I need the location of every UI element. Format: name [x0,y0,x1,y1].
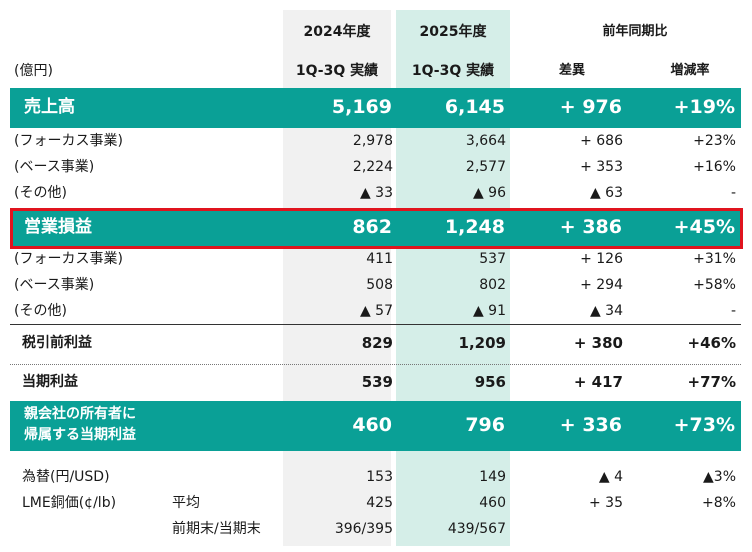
value-rate: +73% [673,414,735,436]
row-label: 営業損益 [24,217,92,237]
net-2024: 539 [361,373,393,391]
op-other-rate: - [730,303,736,319]
operating-profit-highlight-box [10,208,743,249]
lme-label: LME銅価(¢/lb) [22,495,117,511]
header-diff: 差異 [558,63,585,78]
op-base-label: (ベース事業) [14,277,95,293]
op-other-2025: ▲ 91 [472,303,506,319]
op-other-2024: ▲ 57 [359,303,393,319]
pretax-diff: + 380 [573,334,623,352]
op-focus-diff: + 126 [580,251,623,267]
sales-focus-2024: 2,978 [352,133,393,149]
op-other-label: (その他) [14,303,67,319]
lme-rate: +8% [702,495,736,511]
header-unit: (億円) [14,63,53,79]
sales-row: 売上高 5,169 6,145 + 976 +19% [10,88,741,128]
header-2025-year: 2025年度 [419,24,487,40]
fx-diff: ▲ 4 [598,469,623,485]
row-label: 売上高 [24,97,75,117]
sales-other-2024: ▲ 33 [359,185,393,201]
pretax-rate: +46% [687,334,736,352]
value-rate: +45% [673,216,735,238]
op-base-2024: 508 [366,277,393,293]
parent-net-income-row: 親会社の所有者に 帰属する当期利益 460 796 + 336 +73% [10,401,741,451]
value-diff: + 386 [559,216,622,238]
sales-base-2025: 2,577 [465,159,506,175]
value-2025: 1,248 [444,216,505,238]
header-2024-year: 2024年度 [303,24,371,40]
net-diff: + 417 [573,373,623,391]
fx-2025: 149 [479,469,506,485]
value-2024: 460 [352,414,392,436]
fx-label: 為替(円/USD) [22,469,110,485]
lme-end-2024: 396/395 [334,521,393,537]
operating-profit-row: 営業損益 862 1,248 + 386 +45% [10,210,741,246]
net-label: 当期利益 [22,374,78,390]
lme-sub-period-end: 前期末/当期末 [172,521,261,537]
header-rate: 増減率 [670,63,710,78]
net-2025: 956 [474,373,506,391]
header-2024-sub: 1Q-3Q 実績 [295,63,379,79]
lme-end-2025: 439/567 [447,521,506,537]
sales-focus-diff: + 686 [580,133,623,149]
op-focus-2025: 537 [479,251,506,267]
op-focus-rate: +31% [693,251,736,267]
divider [10,324,741,325]
sales-focus-label: (フォーカス事業) [14,133,123,149]
sales-base-rate: +16% [693,159,736,175]
lme-sub-average: 平均 [172,495,200,511]
pretax-label: 税引前利益 [22,335,92,351]
pretax-2024: 829 [361,334,393,352]
lme-2025: 460 [479,495,506,511]
lme-2024: 425 [366,495,393,511]
op-focus-2024: 411 [366,251,393,267]
pretax-2025: 1,209 [458,334,506,352]
op-base-diff: + 294 [580,277,623,293]
value-diff: + 336 [559,414,622,436]
sales-other-2025: ▲ 96 [472,185,506,201]
sales-other-diff: ▲ 63 [589,185,623,201]
value-2025: 6,145 [444,96,505,118]
value-diff: + 976 [559,96,622,118]
header-2025-sub: 1Q-3Q 実績 [411,63,495,79]
value-2024: 862 [352,216,392,238]
value-2025: 796 [465,414,505,436]
row-label-line2: 帰属する当期利益 [24,427,136,443]
sales-base-diff: + 353 [580,159,623,175]
sales-base-label: (ベース事業) [14,159,95,175]
sales-other-label: (その他) [14,185,67,201]
op-base-2025: 802 [479,277,506,293]
net-rate: +77% [687,373,736,391]
divider [10,364,741,365]
sales-focus-rate: +23% [693,133,736,149]
header-yoy-title: 前年同期比 [602,24,668,39]
op-focus-label: (フォーカス事業) [14,251,123,267]
fx-2024: 153 [366,469,393,485]
value-2024: 5,169 [331,96,392,118]
fx-rate: ▲3% [703,469,736,485]
sales-other-rate: - [730,185,736,201]
sales-base-2024: 2,224 [352,159,393,175]
op-base-rate: +58% [693,277,736,293]
op-other-diff: ▲ 34 [589,303,623,319]
lme-diff: + 35 [589,495,623,511]
sales-focus-2025: 3,664 [465,133,506,149]
value-rate: +19% [673,96,735,118]
row-label-line1: 親会社の所有者に [24,406,136,422]
